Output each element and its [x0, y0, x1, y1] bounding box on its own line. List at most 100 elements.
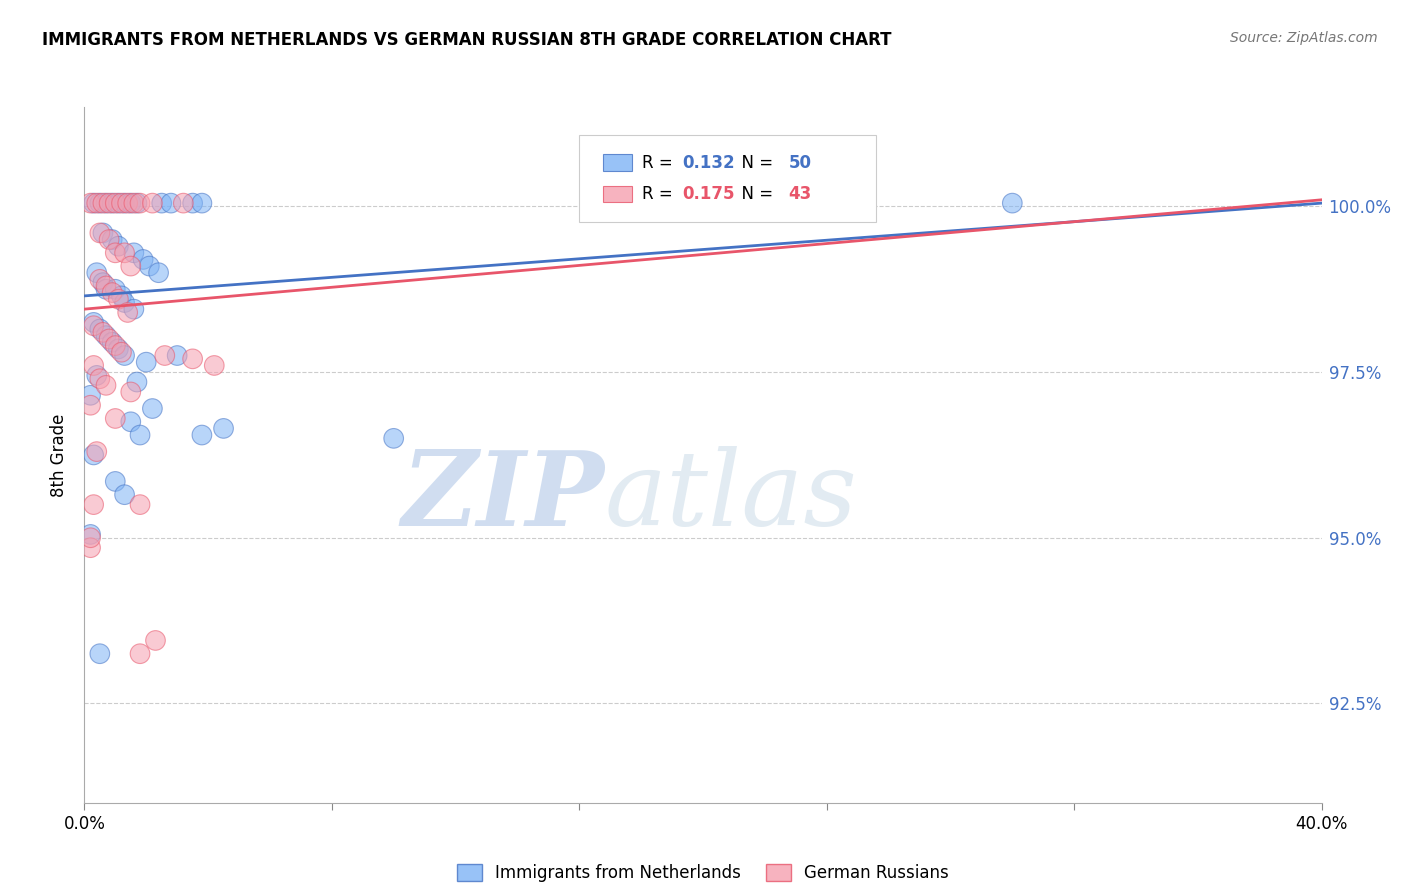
Point — [83, 196, 105, 211]
Point — [94, 196, 117, 211]
Text: N =: N = — [731, 185, 779, 203]
Point — [138, 259, 160, 273]
Point — [94, 328, 117, 343]
Point — [101, 335, 124, 350]
Point — [107, 342, 129, 356]
Point — [83, 359, 105, 373]
Point — [104, 196, 127, 211]
Point — [1001, 196, 1024, 211]
Point — [101, 233, 124, 247]
Point — [630, 196, 652, 211]
Text: 0.132: 0.132 — [682, 153, 734, 171]
Point — [91, 276, 114, 290]
Point — [79, 531, 101, 545]
Text: R =: R = — [643, 185, 678, 203]
Point — [114, 245, 136, 260]
Point — [98, 332, 121, 346]
Point — [104, 338, 127, 352]
Text: IMMIGRANTS FROM NETHERLANDS VS GERMAN RUSSIAN 8TH GRADE CORRELATION CHART: IMMIGRANTS FROM NETHERLANDS VS GERMAN RU… — [42, 31, 891, 49]
Point — [114, 196, 136, 211]
Point — [104, 282, 127, 296]
Point — [83, 498, 105, 512]
Point — [135, 355, 157, 369]
Point — [129, 498, 152, 512]
Point — [125, 375, 148, 389]
Point — [141, 401, 163, 416]
Point — [86, 266, 108, 280]
Point — [114, 349, 136, 363]
Point — [754, 196, 776, 211]
Point — [191, 428, 214, 442]
Text: 43: 43 — [789, 185, 811, 203]
Point — [122, 245, 145, 260]
FancyBboxPatch shape — [579, 135, 876, 222]
Point — [145, 633, 167, 648]
Point — [114, 488, 136, 502]
Point — [104, 475, 127, 489]
Point — [107, 239, 129, 253]
Point — [166, 349, 188, 363]
Point — [94, 279, 117, 293]
Point — [132, 252, 155, 267]
Point — [148, 266, 170, 280]
Point — [94, 378, 117, 392]
Point — [104, 245, 127, 260]
Point — [98, 196, 121, 211]
Point — [191, 196, 214, 211]
Point — [91, 196, 114, 211]
Point — [382, 431, 405, 445]
Point — [98, 233, 121, 247]
Point — [89, 272, 111, 286]
Text: atlas: atlas — [605, 446, 856, 548]
Point — [94, 282, 117, 296]
Legend: Immigrants from Netherlands, German Russians: Immigrants from Netherlands, German Russ… — [450, 857, 956, 888]
Point — [107, 292, 129, 306]
Point — [91, 326, 114, 340]
Point — [79, 541, 101, 555]
Point — [129, 647, 152, 661]
Point — [129, 428, 152, 442]
Point — [79, 388, 101, 402]
Point — [79, 398, 101, 412]
Point — [150, 196, 173, 211]
Point — [83, 448, 105, 462]
Point — [122, 196, 145, 211]
Text: N =: N = — [731, 153, 779, 171]
Text: 50: 50 — [789, 153, 811, 171]
Text: R =: R = — [643, 153, 678, 171]
Point — [89, 372, 111, 386]
Point — [122, 302, 145, 317]
Point — [141, 196, 163, 211]
Point — [89, 647, 111, 661]
Y-axis label: 8th Grade: 8th Grade — [51, 413, 69, 497]
Point — [153, 349, 176, 363]
Point — [86, 196, 108, 211]
Point — [120, 384, 142, 399]
Point — [104, 411, 127, 425]
Point — [129, 196, 152, 211]
Text: 0.175: 0.175 — [682, 185, 734, 203]
FancyBboxPatch shape — [603, 186, 633, 202]
Point — [79, 196, 101, 211]
Point — [89, 196, 111, 211]
Point — [114, 295, 136, 310]
Point — [86, 368, 108, 383]
Point — [181, 196, 204, 211]
Point — [117, 196, 139, 211]
Point — [89, 322, 111, 336]
Point — [120, 259, 142, 273]
Point — [91, 226, 114, 240]
Point — [110, 196, 132, 211]
Text: ZIP: ZIP — [401, 446, 605, 548]
Point — [172, 196, 194, 211]
Point — [89, 226, 111, 240]
Point — [120, 196, 142, 211]
Point — [110, 289, 132, 303]
Point — [212, 421, 235, 435]
Point — [160, 196, 183, 211]
Point — [101, 196, 124, 211]
Point — [117, 305, 139, 319]
Point — [107, 196, 129, 211]
Point — [181, 351, 204, 366]
Text: Source: ZipAtlas.com: Source: ZipAtlas.com — [1230, 31, 1378, 45]
